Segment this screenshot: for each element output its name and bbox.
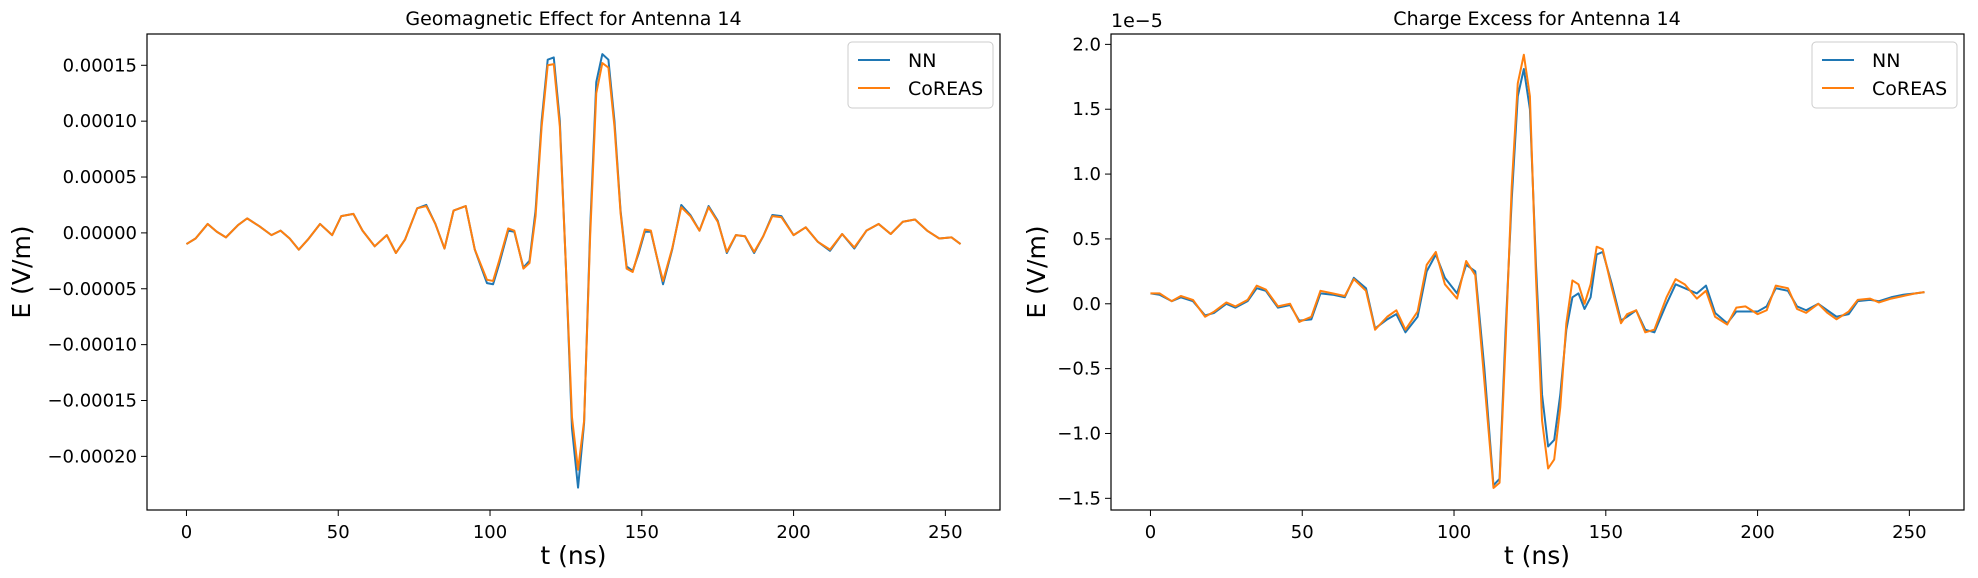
y-tick-label: 1.5 [1072,99,1101,120]
x-tick-label: 50 [327,522,350,543]
x-tick-label: 200 [1740,522,1774,543]
y-tick-label: 0.00005 [63,167,137,188]
y-tick-label: 0.00015 [63,55,137,76]
legend-label-nn: NN [908,50,936,72]
legend-box [847,41,994,109]
y-tick-label: 0.00010 [63,111,137,132]
y-axis-label: E (V/m) [1022,225,1051,318]
series-line-coreas [1150,53,1925,489]
legend-box [1811,41,1958,109]
y-tick-label: 1.0 [1072,164,1101,185]
y-axis-label: E (V/m) [7,225,36,318]
legend-label-coreas: CoREAS [1872,78,1947,100]
x-tick-label: 150 [625,522,659,543]
x-tick-label: 100 [1437,522,1471,543]
y-tick-label: −1.5 [1057,488,1101,509]
legend: NN CoREAS [1811,41,1958,109]
legend-label-coreas: CoREAS [908,78,983,100]
x-tick-label: 0 [1145,522,1156,543]
x-tick-label: 150 [1589,522,1623,543]
y-tick-label: 0.5 [1072,229,1101,250]
series-line-coreas [185,62,962,471]
series-lines [185,53,962,489]
y-offset-label: 1e−5 [1111,10,1163,32]
x-tick-label: 50 [1291,522,1314,543]
y-tick-label: −0.5 [1057,359,1101,380]
legend-label-nn: NN [1872,50,1900,72]
chart-charge-excess: Charge Excess for Antenna 14 1e−5 2.0 1.5… [1022,8,1965,570]
x-tick-label: 100 [473,522,507,543]
plot-frame [146,33,1001,511]
y-tick-label: −0.00010 [47,335,137,356]
chart-geomagnetic: Geomagnetic Effect for Antenna 14 0.0001… [7,8,1001,570]
y-tick-label: −0.00020 [47,446,137,467]
y-tick-label: −0.00005 [47,279,137,300]
x-ticks: 0 50 100 150 200 250 [181,510,963,543]
x-tick-label: 0 [181,522,192,543]
chart-title: Charge Excess for Antenna 14 [1393,8,1680,30]
x-tick-label: 200 [776,522,810,543]
y-tick-label: −1.0 [1057,423,1101,444]
y-ticks: 2.0 1.5 1.0 0.5 0.0 −0.5 −1.0 −1.5 [1057,34,1111,509]
y-tick-label: 0.00000 [63,223,137,244]
y-ticks: 0.00015 0.00010 0.00005 0.00000 −0.00005 −0.0… [47,55,147,467]
x-tick-label: 250 [1892,522,1926,543]
x-tick-label: 250 [928,522,962,543]
x-ticks: 0 50 100 150 200 250 [1145,510,1927,543]
y-tick-label: 2.0 [1072,34,1101,55]
chart-title: Geomagnetic Effect for Antenna 14 [405,8,741,30]
plot-frame [1110,33,1965,511]
y-tick-label: 0.0 [1072,294,1101,315]
y-tick-label: −0.00015 [47,390,137,411]
series-lines [1150,53,1925,489]
x-axis-label: t (ns) [540,541,606,570]
legend: NN CoREAS [847,41,994,109]
x-axis-label: t (ns) [1504,541,1570,570]
